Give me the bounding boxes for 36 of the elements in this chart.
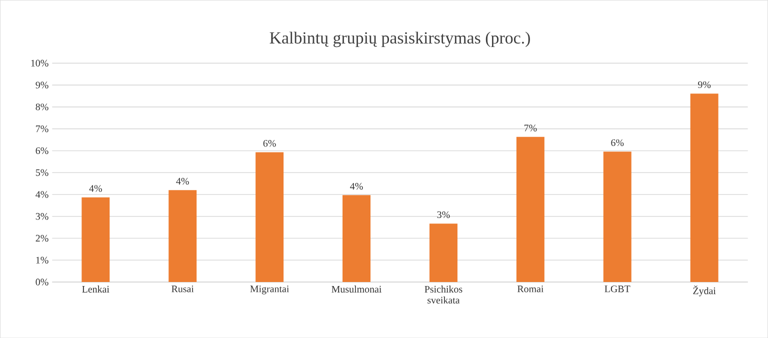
- bar: [429, 223, 458, 282]
- y-tick-label: 3%: [36, 212, 48, 220]
- data-label: 4%: [176, 178, 189, 184]
- y-tick-label: 4%: [36, 191, 48, 198]
- bar: [690, 93, 718, 282]
- y-tick-label: 2%: [36, 234, 48, 242]
- data-label: 9%: [698, 81, 711, 88]
- y-tick-label: 9%: [36, 82, 48, 88]
- data-label: 4%: [89, 184, 102, 192]
- x-tick-label: Lenkai: [82, 285, 110, 292]
- data-label: 3%: [437, 211, 450, 218]
- bar: [168, 190, 197, 282]
- x-tick-label: Romai: [517, 285, 544, 292]
- chart-title: Kalbintų grupių pasiskirstymas (proc.): [270, 32, 530, 47]
- x-tick-label: Rusai: [172, 285, 194, 292]
- x-tick-label: Žydai: [693, 285, 716, 296]
- data-label: 6%: [263, 140, 276, 147]
- x-tick-label: LGBT: [604, 285, 630, 292]
- y-tick-label: 1%: [36, 256, 48, 264]
- x-tick-label: Migrantai: [250, 285, 290, 294]
- data-label: 4%: [350, 182, 363, 190]
- y-tick-label: 8%: [36, 103, 48, 110]
- data-label: 6%: [611, 139, 624, 146]
- y-tick-label: 0%: [36, 278, 48, 286]
- y-tick-label: 5%: [36, 169, 48, 176]
- bar: [256, 152, 284, 282]
- bar: [603, 151, 632, 282]
- y-tick-label: 6%: [36, 147, 48, 154]
- bar: [82, 197, 110, 282]
- bar: [342, 195, 371, 282]
- x-tick-label: Psichikos sveikata: [424, 285, 462, 304]
- y-tick-label: 10%: [31, 60, 48, 66]
- data-label: 7%: [524, 124, 537, 132]
- x-tick-label: Musulmonai: [332, 285, 382, 292]
- bar: [516, 136, 544, 282]
- y-tick-label: 7%: [36, 125, 48, 132]
